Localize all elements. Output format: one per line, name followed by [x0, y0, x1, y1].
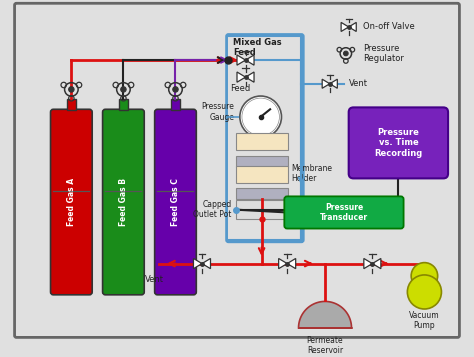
Circle shape: [240, 96, 282, 138]
Polygon shape: [246, 72, 254, 82]
Circle shape: [411, 263, 438, 289]
Polygon shape: [237, 55, 246, 65]
Bar: [118, 99, 128, 110]
Text: Permeate
Reservoir: Permeate Reservoir: [307, 336, 343, 355]
FancyBboxPatch shape: [51, 109, 92, 295]
Bar: [171, 99, 180, 110]
Text: Vent: Vent: [349, 79, 368, 88]
Polygon shape: [246, 55, 254, 65]
Polygon shape: [202, 258, 210, 269]
FancyBboxPatch shape: [349, 107, 448, 178]
FancyBboxPatch shape: [155, 109, 196, 295]
Bar: [236, 200, 288, 219]
Polygon shape: [299, 301, 352, 328]
Polygon shape: [364, 258, 373, 269]
Polygon shape: [279, 258, 287, 269]
Bar: [236, 166, 288, 183]
FancyBboxPatch shape: [284, 196, 403, 228]
Text: Capped
Outlet Pot: Capped Outlet Pot: [193, 200, 232, 219]
FancyBboxPatch shape: [102, 109, 144, 295]
Text: Pressure
Transducer: Pressure Transducer: [320, 203, 368, 222]
FancyBboxPatch shape: [15, 3, 459, 337]
Circle shape: [173, 87, 178, 92]
Circle shape: [121, 87, 126, 92]
Text: Feed: Feed: [230, 84, 251, 93]
Text: On-off Valve: On-off Valve: [363, 22, 415, 31]
Text: Feed Gas C: Feed Gas C: [171, 178, 180, 226]
Text: Vacuum
Pump: Vacuum Pump: [409, 311, 440, 330]
Circle shape: [344, 51, 348, 56]
Circle shape: [69, 87, 74, 92]
Text: Membrane
Holder: Membrane Holder: [292, 164, 332, 183]
Polygon shape: [322, 79, 330, 88]
Text: Mixed Gas
Feed: Mixed Gas Feed: [233, 38, 282, 57]
Text: Pressure
Regulator: Pressure Regulator: [363, 44, 404, 63]
Polygon shape: [373, 258, 381, 269]
Circle shape: [407, 275, 441, 309]
Text: Pressure
Gauge: Pressure Gauge: [201, 102, 234, 122]
Polygon shape: [193, 258, 202, 269]
Text: Vent: Vent: [145, 275, 164, 284]
Text: Feed Gas A: Feed Gas A: [67, 178, 76, 226]
Bar: [236, 133, 288, 150]
Text: Feed Gas B: Feed Gas B: [119, 178, 128, 226]
Bar: [67, 99, 76, 110]
Bar: [236, 156, 288, 167]
Polygon shape: [330, 79, 337, 88]
Polygon shape: [237, 72, 246, 82]
Polygon shape: [287, 258, 296, 269]
Bar: [236, 188, 288, 199]
Polygon shape: [349, 22, 356, 31]
Polygon shape: [341, 22, 349, 31]
Text: Pressure
vs. Time
Recording: Pressure vs. Time Recording: [374, 128, 422, 158]
